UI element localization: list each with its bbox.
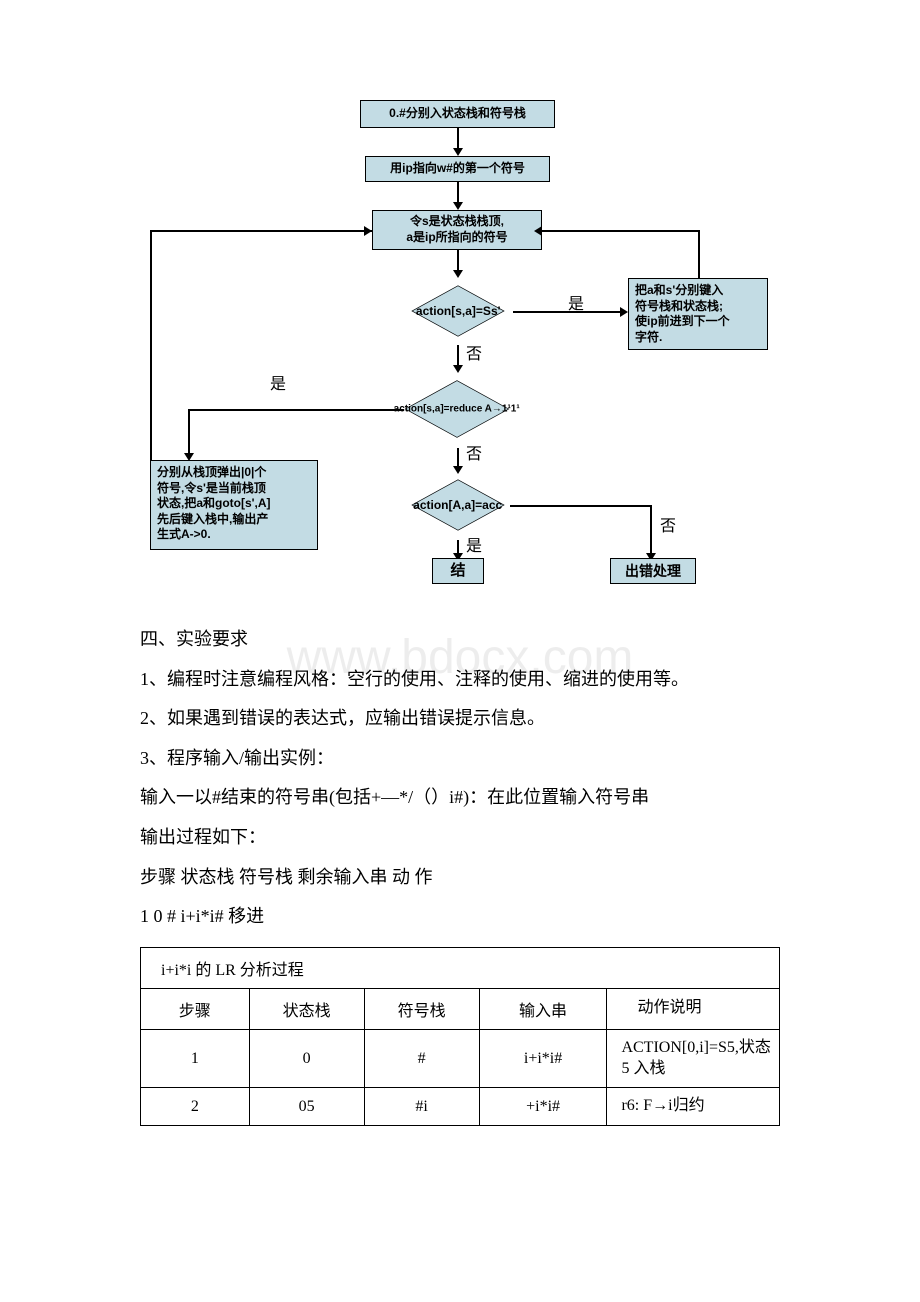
para-6: 步骤 状态栈 符号栈 剩余输入串 动 作 [140, 858, 780, 898]
flow-decision-accept-text: action[A,a]=acc [413, 498, 502, 512]
flow-node-push-l4: 字符. [635, 330, 662, 346]
flow-node-push-l1: 把a和s'分别键入 [635, 283, 723, 299]
section-title: 四、实验要求 [140, 620, 780, 660]
table-row: 1 0 # i+i*i# ACTION[0,i]=S5,状态 5 入栈 [141, 1029, 780, 1088]
lr-algorithm-flowchart: 0.#分别入状态栈和符号栈 用ip指向w#的第一个符号 令s是状态栈栈顶, a是… [150, 100, 770, 580]
flow-node-init-text: 0.#分别入状态栈和符号栈 [389, 106, 526, 122]
flow-decision-accept: action[A,a]=acc [411, 479, 504, 530]
flow-node-reduce-l1: 分别从栈顶弹出|0|个 [157, 465, 266, 481]
flow-node-stacktop: 令s是状态栈栈顶, a是ip所指向的符号 [372, 210, 542, 250]
cell-sym: # [364, 1029, 479, 1088]
cell-step: 1 [141, 1029, 250, 1088]
flow-node-init: 0.#分别入状态栈和符号栈 [360, 100, 555, 128]
flow-node-push-l3: 使ip前进到下一个 [635, 314, 730, 330]
flow-decision-reduce: action[s,a]=reduce A→1¹1¹ [405, 380, 510, 438]
flow-node-reduce-l2: 符号,令s'是当前栈顶 [157, 481, 266, 497]
flow-decision-shift: action[s,a]=Ss' [411, 285, 504, 336]
flow-node-reduce-l3: 状态,把a和goto[s',A] [157, 496, 271, 512]
flow-label-no-2: 否 [466, 440, 482, 464]
flow-node-reduce-l5: 生式A->0. [157, 527, 211, 543]
col-sym: 符号栈 [364, 988, 479, 1029]
flow-label-yes-3: 是 [466, 532, 482, 556]
para-1: 1、编程时注意编程风格：空行的使用、注释的使用、缩进的使用等。 [140, 660, 780, 700]
flow-label-yes-1: 是 [568, 290, 584, 314]
flow-decision-reduce-text: action[s,a]=reduce A→1¹1¹ [394, 404, 520, 415]
flow-node-error-text: 出错处理 [625, 562, 681, 580]
flow-node-end-text: 结 [450, 561, 465, 581]
table-header-row: 步骤 状态栈 符号栈 输入串 动作说明 [141, 988, 780, 1029]
lr-analysis-table: i+i*i 的 LR 分析过程 步骤 状态栈 符号栈 输入串 动作说明 1 0 … [140, 947, 780, 1126]
cell-step: 2 [141, 1088, 250, 1126]
flow-node-reduce: 分别从栈顶弹出|0|个 符号,令s'是当前栈顶 状态,把a和goto[s',A]… [150, 460, 318, 550]
flow-node-ip: 用ip指向w#的第一个符号 [365, 156, 550, 182]
col-input: 输入串 [479, 988, 607, 1029]
cell-input: i+i*i# [479, 1029, 607, 1088]
cell-action: ACTION[0,i]=S5,状态 5 入栈 [607, 1029, 780, 1088]
flow-node-stacktop-l2: a是ip所指向的符号 [406, 230, 507, 246]
cell-sym: #i [364, 1088, 479, 1126]
col-state: 状态栈 [249, 988, 364, 1029]
flow-node-error: 出错处理 [610, 558, 696, 584]
cell-state: 0 [249, 1029, 364, 1088]
text-body: 四、实验要求 1、编程时注意编程风格：空行的使用、注释的使用、缩进的使用等。 2… [140, 620, 780, 937]
col-step: 步骤 [141, 988, 250, 1029]
flow-node-end: 结 [432, 558, 484, 584]
flow-label-no-3: 否 [660, 512, 676, 536]
para-3: 3、程序输入/输出实例： [140, 739, 780, 779]
cell-state: 05 [249, 1088, 364, 1126]
para-2: 2、如果遇到错误的表达式，应输出错误提示信息。 [140, 699, 780, 739]
cell-action: r6: F→i归约 [607, 1088, 780, 1126]
table-row: 2 05 #i +i*i# r6: F→i归约 [141, 1088, 780, 1126]
col-action: 动作说明 [607, 988, 780, 1029]
flow-node-stacktop-l1: 令s是状态栈栈顶, [410, 214, 504, 230]
cell-input: +i*i# [479, 1088, 607, 1126]
flow-decision-shift-text: action[s,a]=Ss' [416, 304, 501, 318]
flow-label-no-1: 否 [466, 340, 482, 364]
flow-label-yes-2: 是 [270, 370, 286, 394]
para-7: 1 0 # i+i*i# 移进 [140, 897, 780, 937]
table-title: i+i*i 的 LR 分析过程 [141, 947, 780, 988]
flow-node-push: 把a和s'分别键入 符号栈和状态栈; 使ip前进到下一个 字符. [628, 278, 768, 350]
para-5: 输出过程如下： [140, 818, 780, 858]
flow-node-push-l2: 符号栈和状态栈; [635, 299, 723, 315]
flow-node-ip-text: 用ip指向w#的第一个符号 [390, 161, 525, 177]
flow-node-reduce-l4: 先后键入栈中,输出产 [157, 512, 268, 528]
para-4: 输入一以#结束的符号串(包括+—*/（）i#)：在此位置输入符号串 [140, 778, 780, 818]
